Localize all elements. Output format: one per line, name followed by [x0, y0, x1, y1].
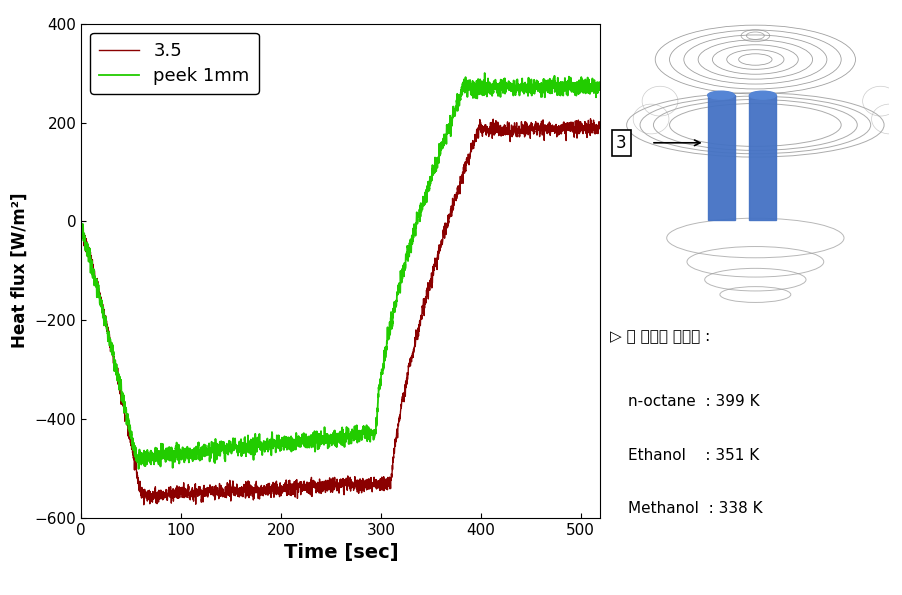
peek 1mm — [387, 311, 398, 318]
peek 1mm — [170, 446, 181, 453]
3.5 — [76, 222, 87, 229]
Ellipse shape — [707, 91, 733, 99]
Text: 3: 3 — [615, 134, 626, 152]
peek 1mm — [479, 70, 490, 77]
3.5 — [594, 126, 605, 133]
peek 1mm — [502, 80, 513, 87]
3.5 — [387, 458, 398, 465]
peek 1mm — [76, 226, 87, 233]
peek 1mm — [133, 465, 143, 472]
Text: ▷ 각 연료의 끓는점 :: ▷ 각 연료의 끓는점 : — [609, 328, 709, 344]
3.5 — [584, 115, 595, 123]
Text: Ethanol    : 351 K: Ethanol : 351 K — [627, 447, 758, 463]
3.5 — [138, 501, 149, 508]
peek 1mm — [463, 82, 474, 89]
Line: 3.5: 3.5 — [81, 119, 600, 505]
peek 1mm — [274, 437, 285, 444]
Text: n-octane  : 399 K: n-octane : 399 K — [627, 394, 759, 409]
Bar — [707, 95, 733, 220]
Text: Methanol  : 338 K: Methanol : 338 K — [627, 501, 761, 516]
peek 1mm — [594, 87, 605, 94]
X-axis label: Time [sec]: Time [sec] — [283, 543, 398, 562]
Line: peek 1mm: peek 1mm — [81, 73, 600, 469]
Legend: 3.5, peek 1mm: 3.5, peek 1mm — [90, 33, 259, 94]
3.5 — [274, 489, 285, 496]
3.5 — [463, 155, 474, 162]
Y-axis label: Heat flux [W/m²]: Heat flux [W/m²] — [11, 193, 29, 349]
3.5 — [170, 490, 181, 497]
Ellipse shape — [749, 91, 776, 99]
peek 1mm — [413, 210, 424, 217]
Bar — [749, 95, 776, 220]
3.5 — [502, 122, 513, 129]
3.5 — [413, 327, 424, 334]
